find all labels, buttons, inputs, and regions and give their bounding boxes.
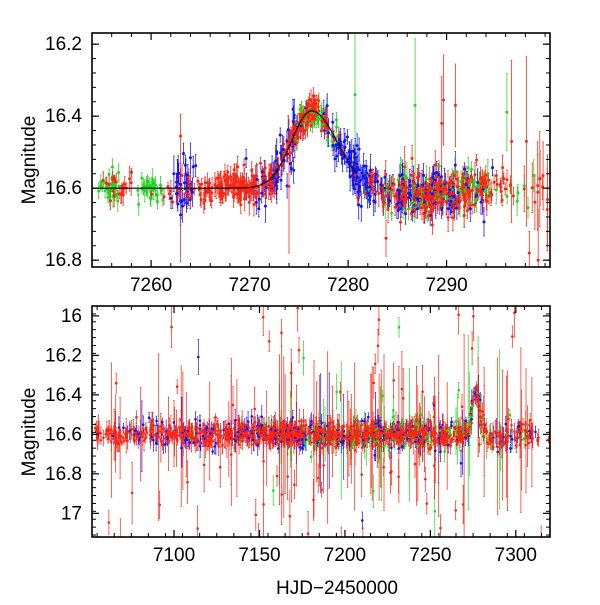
svg-text:16.8: 16.8 (45, 250, 82, 271)
svg-text:16.8: 16.8 (45, 464, 82, 485)
svg-text:7300: 7300 (495, 545, 537, 566)
svg-text:16.4: 16.4 (45, 385, 82, 406)
svg-text:7150: 7150 (238, 545, 280, 566)
svg-text:16.2: 16.2 (45, 345, 82, 366)
svg-text:16.6: 16.6 (45, 424, 82, 445)
svg-text:17: 17 (61, 503, 82, 524)
svg-text:7270: 7270 (228, 275, 270, 296)
svg-text:7200: 7200 (324, 545, 366, 566)
svg-text:7100: 7100 (153, 545, 195, 566)
svg-text:7280: 7280 (327, 275, 369, 296)
svg-text:7290: 7290 (425, 275, 467, 296)
svg-text:16.2: 16.2 (45, 34, 82, 55)
svg-text:16.6: 16.6 (45, 178, 82, 199)
svg-text:7250: 7250 (409, 545, 451, 566)
svg-text:16: 16 (61, 306, 82, 327)
svg-text:7260: 7260 (130, 275, 172, 296)
svg-text:16.4: 16.4 (45, 106, 82, 127)
